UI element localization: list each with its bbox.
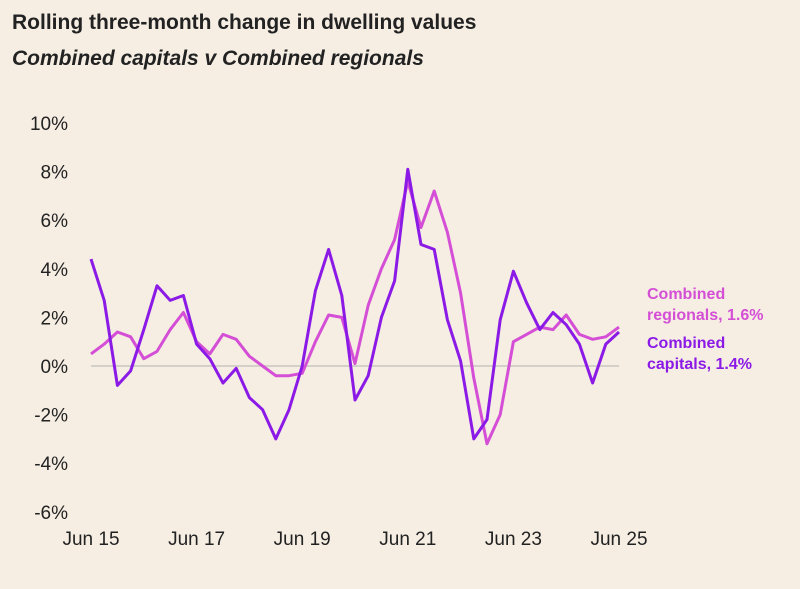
y-tick-label: -4%	[34, 454, 68, 475]
y-tick-label: -2%	[34, 406, 68, 427]
y-tick-label: 10%	[30, 114, 68, 135]
series-line-regionals	[90, 179, 620, 446]
x-tick-label: Jun 19	[274, 529, 331, 550]
y-tick-label: 2%	[41, 308, 69, 329]
y-tick-label: -6%	[34, 503, 68, 524]
x-tick-label: Jun 17	[168, 529, 225, 550]
chart-subtitle: Combined capitals v Combined regionals	[12, 47, 424, 70]
x-tick-label: Jun 15	[62, 529, 119, 550]
y-tick-label: 4%	[41, 260, 69, 281]
y-tick-label: 8%	[41, 163, 69, 184]
x-tick-label: Jun 21	[379, 529, 436, 550]
x-tick-label: Jun 25	[590, 529, 647, 550]
label-capitals-line2: capitals, 1.4%	[647, 356, 752, 373]
chart-title: Rolling three-month change in dwelling v…	[12, 11, 477, 34]
series-line-capitals	[89, 167, 621, 441]
label-regionals-line1: Combined	[647, 286, 725, 303]
label-regionals-line2: regionals, 1.6%	[647, 307, 764, 324]
x-tick-label: Jun 23	[485, 529, 542, 550]
label-capitals-line1: Combined	[647, 335, 725, 352]
y-tick-label: 0%	[41, 357, 69, 378]
y-tick-label: 6%	[41, 211, 69, 232]
